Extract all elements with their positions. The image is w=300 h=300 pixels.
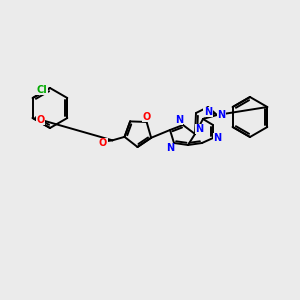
Text: N: N [195, 124, 203, 134]
Text: N: N [204, 107, 212, 117]
Text: O: O [142, 112, 151, 122]
Text: O: O [99, 138, 107, 148]
Text: N: N [166, 143, 174, 153]
Text: N: N [217, 110, 225, 120]
Text: Cl: Cl [37, 85, 47, 95]
Text: N: N [175, 115, 183, 125]
Text: N: N [213, 133, 221, 143]
Text: O: O [37, 115, 45, 125]
